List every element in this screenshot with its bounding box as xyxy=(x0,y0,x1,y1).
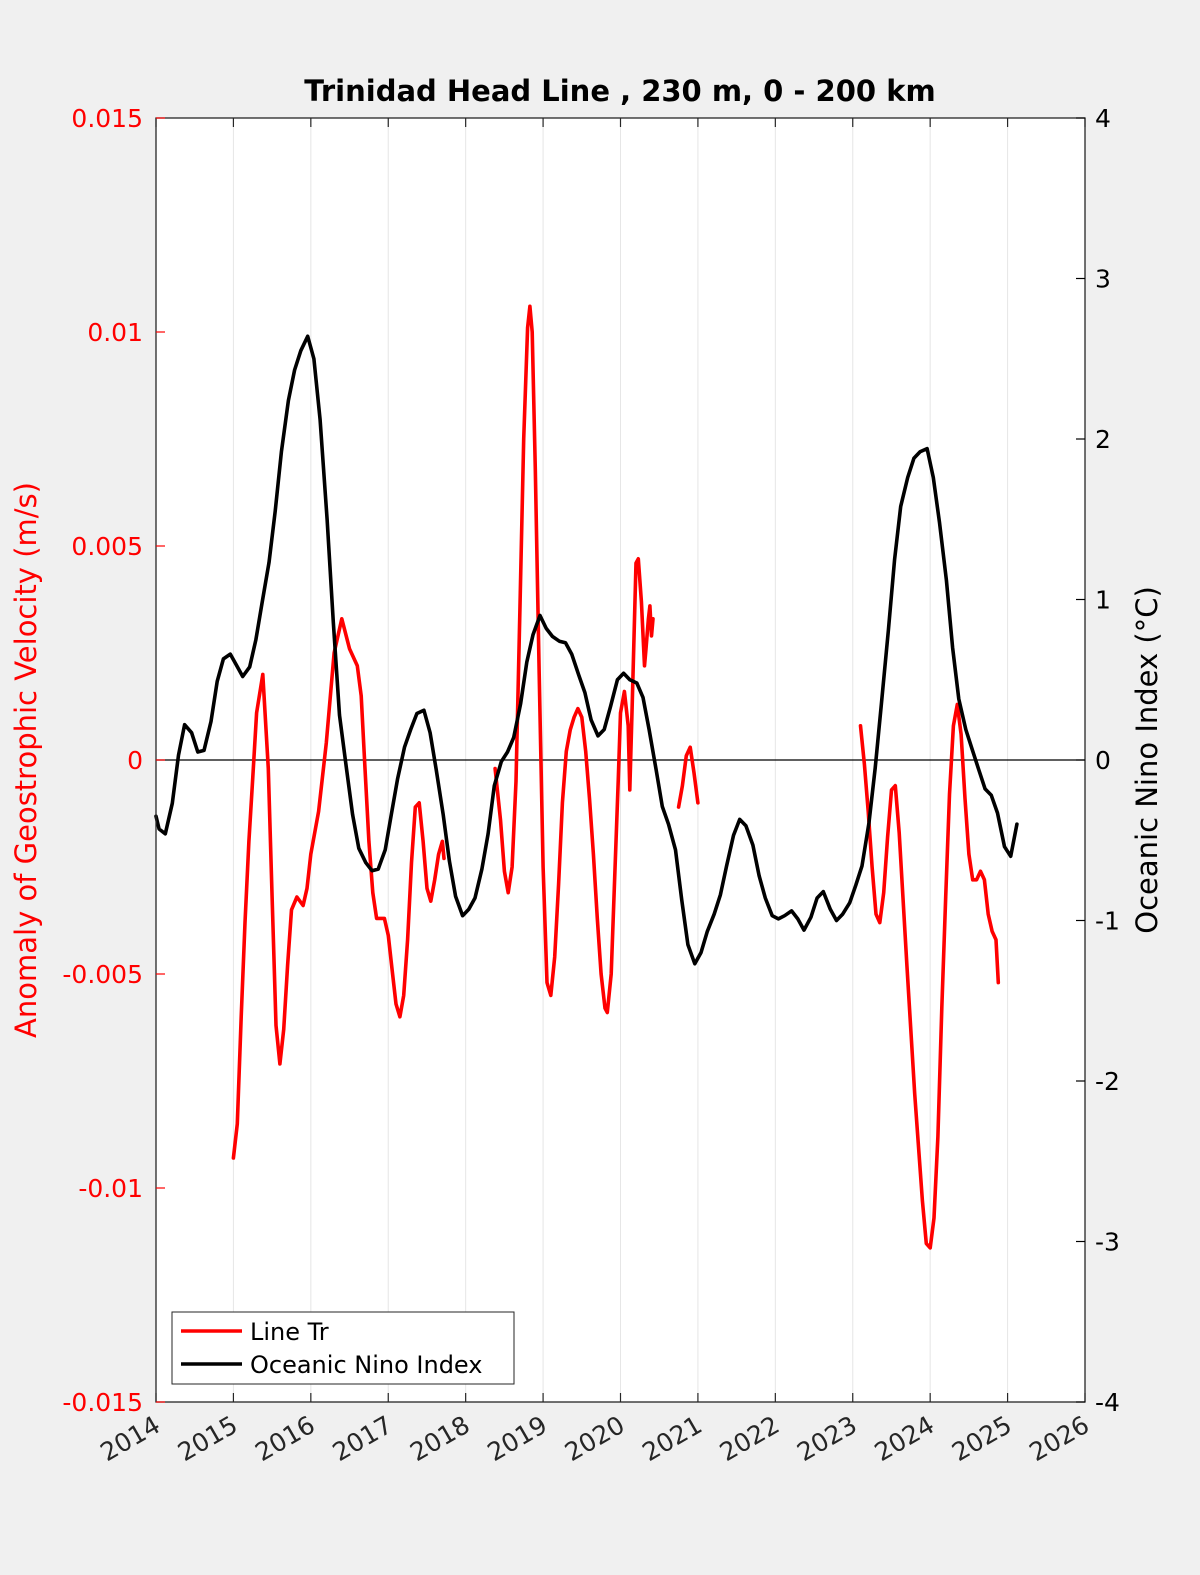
y-left-tick-label: -0.015 xyxy=(62,1388,143,1417)
series-line-line-tr-segment-3 xyxy=(858,702,1001,1250)
y-right-tick-label: 2 xyxy=(1095,425,1111,454)
chart-title: Trinidad Head Line , 230 m, 0 - 200 km xyxy=(304,74,935,108)
y-left-tick-label: 0 xyxy=(127,746,143,775)
y-left-tick-label: 0.01 xyxy=(87,318,143,347)
series-line-oceanic-nino-index-segment-0 xyxy=(154,334,1019,966)
y-right-tick-label: -3 xyxy=(1095,1228,1120,1257)
y-right-tick-label: 0 xyxy=(1095,746,1111,775)
y-right-tick-label: -4 xyxy=(1095,1388,1120,1417)
y-axis-left-label: Anomaly of Geostrophic Velocity (m/s) xyxy=(9,482,43,1038)
legend: Line Tr Oceanic Nino Index xyxy=(171,1311,515,1385)
series-line-line-tr-segment-0 xyxy=(231,617,446,1160)
series-line-line-tr-segment-1 xyxy=(493,304,655,1015)
legend-label-oni: Oceanic Nino Index xyxy=(250,1351,482,1379)
y-left-tick-label: -0.005 xyxy=(62,960,143,989)
y-left-tick-label: 0.005 xyxy=(71,532,143,561)
y-left-tick-label: -0.01 xyxy=(78,1174,143,1203)
legend-label-line-tr: Line Tr xyxy=(250,1318,329,1346)
y-left-tick-label: 0.015 xyxy=(71,104,143,133)
y-right-tick-label: 3 xyxy=(1095,265,1111,294)
y-right-tick-label: -1 xyxy=(1095,907,1120,936)
legend-box xyxy=(171,1311,515,1385)
y-right-tick-label: 4 xyxy=(1095,104,1111,133)
y-axis-right-label: Oceanic Nino Index (°C) xyxy=(1130,586,1164,934)
series-layer xyxy=(154,304,1019,1250)
y-right-tick-label: -2 xyxy=(1095,1067,1120,1096)
y-right-tick-label: 1 xyxy=(1095,586,1111,615)
series-line-line-tr-segment-2 xyxy=(676,745,700,809)
